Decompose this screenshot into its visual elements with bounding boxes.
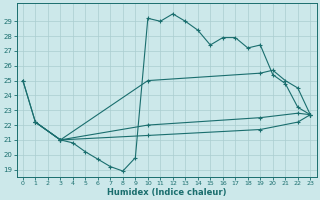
X-axis label: Humidex (Indice chaleur): Humidex (Indice chaleur)	[107, 188, 226, 197]
